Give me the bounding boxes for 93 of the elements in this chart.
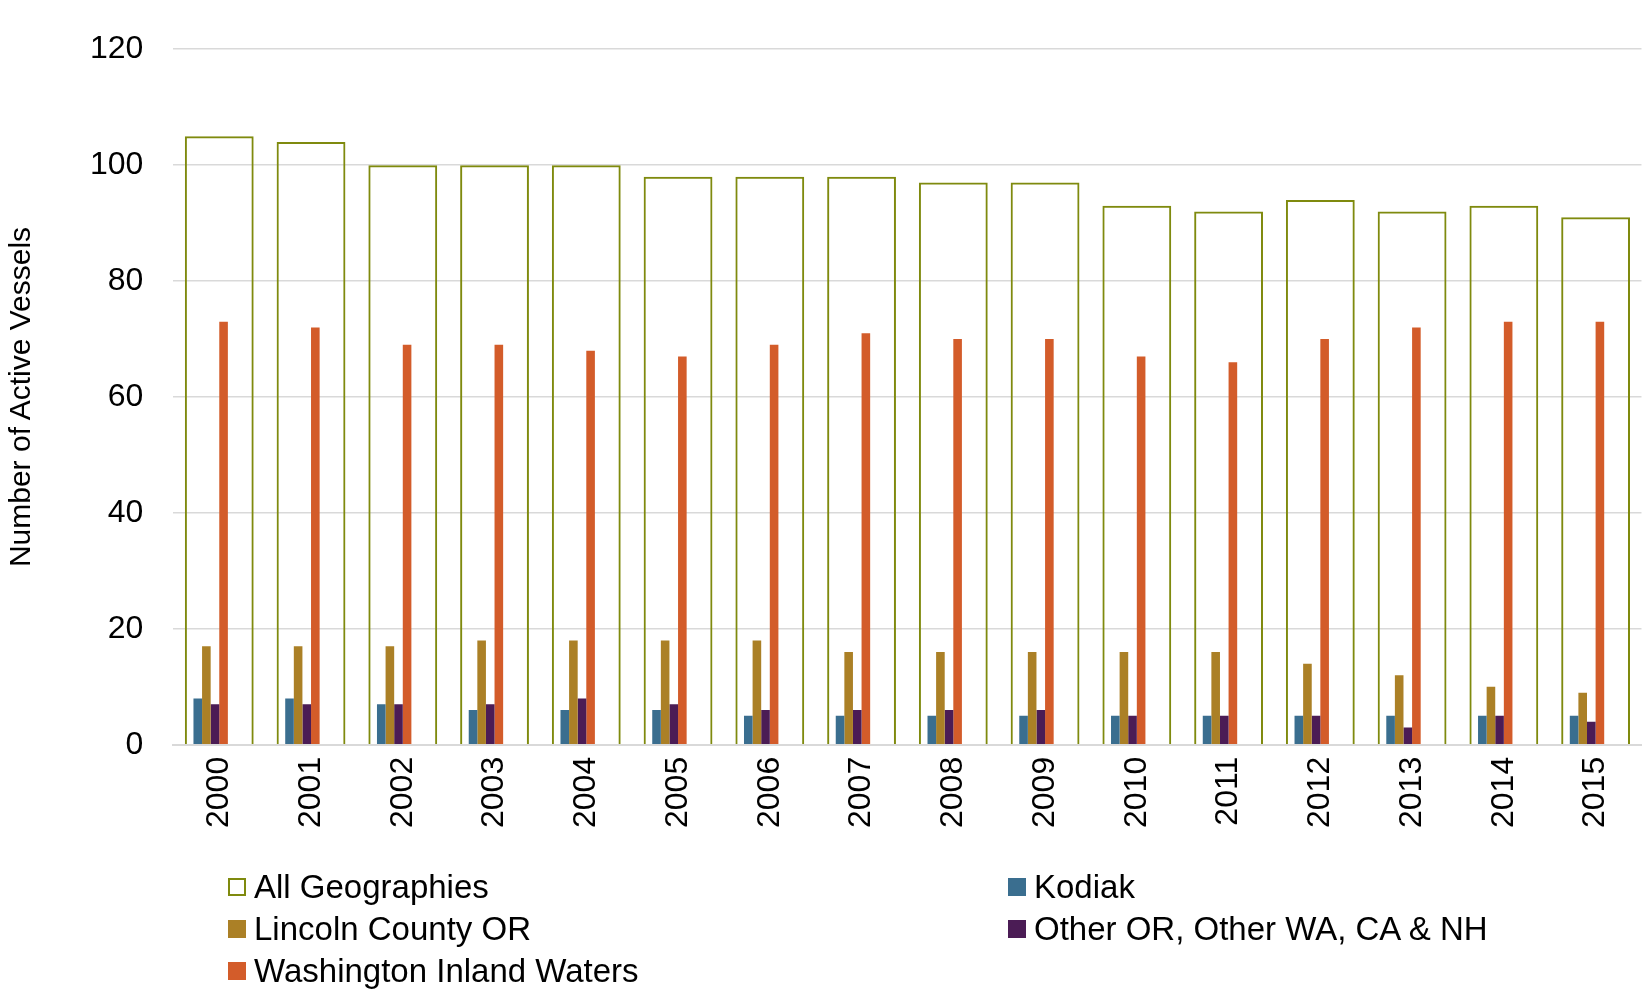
bar (560, 710, 570, 745)
bar (678, 356, 687, 745)
bar (752, 640, 762, 745)
bar (1486, 686, 1496, 745)
x-tick-label: 2006 (749, 756, 786, 828)
bar (861, 333, 871, 745)
bar (1595, 321, 1605, 745)
bar (844, 652, 853, 745)
bar (1303, 663, 1312, 745)
bar (669, 704, 679, 745)
x-tick-label: 2002 (382, 756, 419, 828)
bar (394, 704, 403, 745)
x-tick-label: 2012 (1300, 756, 1337, 828)
bar (1294, 715, 1304, 745)
x-tick-label: 2014 (1483, 756, 1520, 828)
legend-label: All Geographies (254, 868, 489, 906)
bar (1569, 715, 1579, 745)
bar (586, 350, 595, 745)
x-tick-label: 2008 (933, 756, 970, 828)
x-tick-label: 2009 (1024, 756, 1061, 828)
bar (219, 321, 228, 745)
bar (1412, 327, 1421, 745)
bar (193, 698, 203, 745)
bar (1478, 715, 1487, 745)
bar (1027, 652, 1037, 745)
bar (1311, 715, 1321, 745)
x-tick-label: 2001 (290, 756, 327, 828)
bar (927, 715, 937, 745)
bar (744, 715, 753, 745)
y-tick-label: 80 (107, 260, 144, 297)
bar (569, 640, 578, 745)
bar (1119, 652, 1129, 745)
bar (1202, 715, 1212, 745)
bar (293, 646, 303, 745)
bar (202, 646, 211, 745)
bar (1045, 339, 1054, 745)
bar (852, 710, 862, 745)
x-tick-label: 2005 (657, 756, 694, 828)
bar (1394, 675, 1404, 745)
legend-label: Other OR, Other WA, CA & NH (1034, 910, 1488, 948)
bar (1386, 715, 1395, 745)
bar (477, 640, 486, 745)
bar (1036, 710, 1046, 745)
bar (577, 698, 587, 745)
bar (1495, 715, 1504, 745)
y-tick-label: 20 (107, 608, 144, 645)
x-tick-label: 2007 (841, 756, 878, 828)
bar (402, 344, 412, 745)
bar (1403, 727, 1413, 745)
bar (936, 652, 945, 745)
legend-label: Washington Inland Waters (254, 952, 639, 990)
bar (769, 344, 779, 745)
bar (660, 640, 670, 745)
bar (1111, 715, 1120, 745)
x-tick-label: 2011 (1208, 756, 1245, 826)
x-tick-label: 2013 (1391, 756, 1428, 828)
bar (835, 715, 845, 745)
legend-label: Kodiak (1034, 868, 1135, 906)
y-tick-label: 120 (90, 29, 144, 66)
bar (302, 704, 312, 745)
x-tick-label: 2004 (566, 756, 603, 828)
bar (1320, 339, 1329, 745)
y-tick-label: 100 (90, 144, 144, 181)
bar (1128, 715, 1137, 745)
bar (285, 698, 294, 745)
bar (210, 704, 220, 745)
x-tick-label: 2000 (199, 756, 236, 828)
bar (1503, 321, 1513, 745)
legend-label: Lincoln County OR (254, 910, 531, 948)
y-axis-title: Number of Active Vessels (3, 226, 37, 568)
bar (1587, 721, 1596, 745)
bar (1211, 652, 1220, 745)
bar (385, 646, 395, 745)
y-tick-label: 0 (125, 724, 144, 761)
bar (376, 704, 386, 745)
bar (953, 339, 962, 745)
bar (485, 704, 495, 745)
bar (1578, 692, 1587, 745)
bar (468, 710, 478, 745)
bar (494, 344, 504, 745)
bar (1019, 715, 1028, 745)
bar (652, 710, 661, 745)
bar (1136, 356, 1146, 745)
x-tick-label: 2015 (1575, 756, 1612, 828)
bar (1228, 362, 1238, 745)
bar (944, 710, 954, 745)
x-tick-label: 2003 (474, 756, 511, 828)
bar (761, 710, 770, 745)
x-tick-label: 2010 (1116, 756, 1153, 828)
bar (311, 327, 320, 745)
y-tick-label: 40 (107, 492, 144, 529)
bar (1219, 715, 1229, 745)
y-tick-label: 60 (107, 376, 144, 413)
